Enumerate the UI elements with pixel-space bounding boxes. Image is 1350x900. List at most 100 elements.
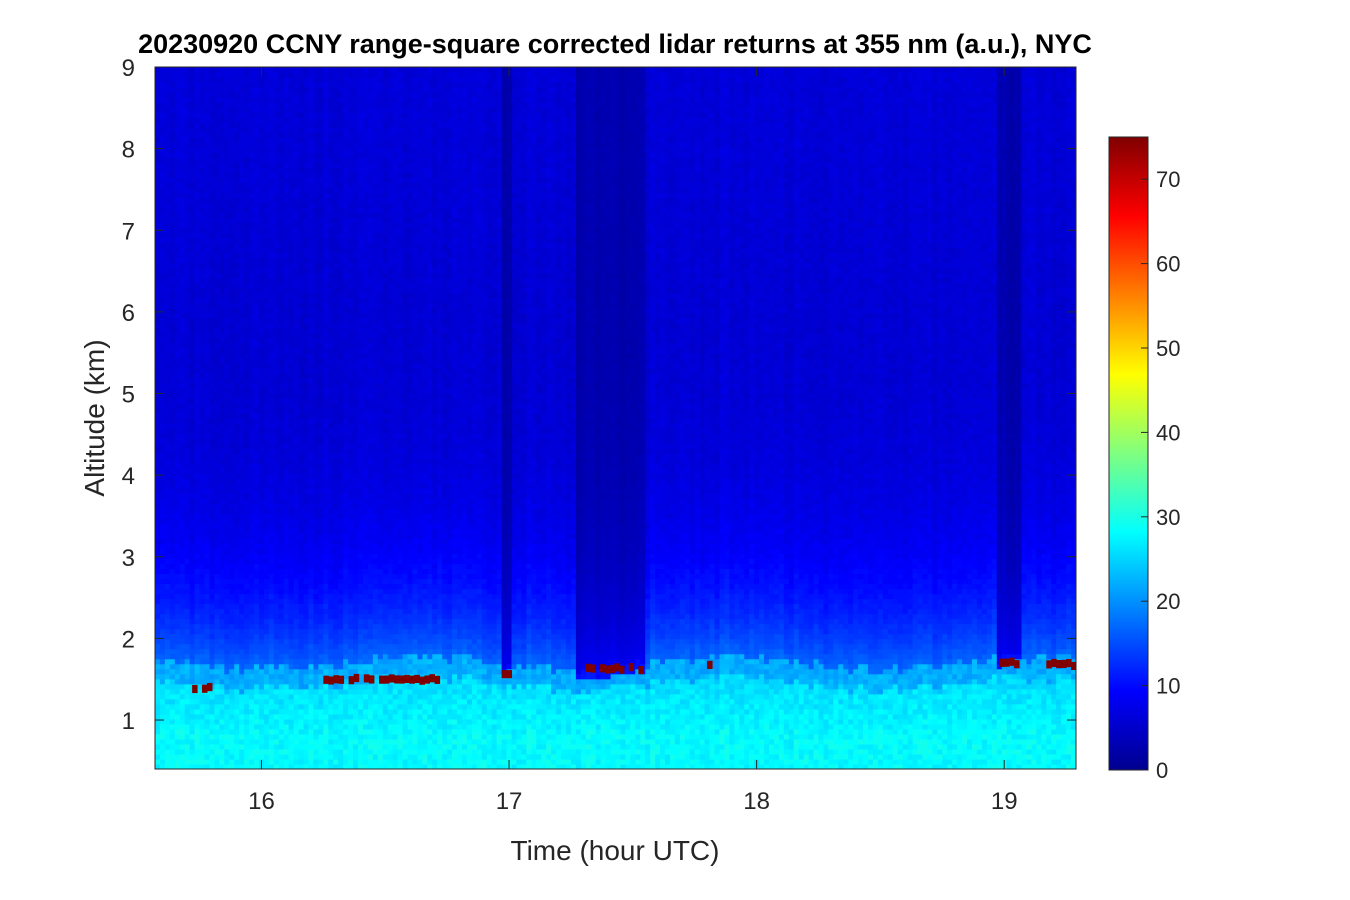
heatmap-cell (229, 578, 235, 584)
heatmap-cell (259, 408, 265, 414)
heatmap-cell (279, 734, 285, 740)
heatmap-cell (185, 127, 191, 133)
heatmap-cell (214, 659, 220, 665)
heatmap-cell (249, 167, 255, 173)
heatmap-cell (318, 117, 324, 123)
heatmap-cell (254, 428, 260, 434)
heatmap-cell (328, 588, 334, 594)
heatmap-cell (323, 463, 329, 469)
heatmap-cell (229, 157, 235, 163)
heatmap-cell (299, 553, 305, 559)
heatmap-cell (175, 268, 181, 274)
heatmap-cell (244, 513, 250, 519)
heatmap-cell (200, 468, 206, 474)
heatmap-cell (170, 263, 176, 269)
heatmap-cell (155, 744, 161, 750)
heatmap-cell (224, 308, 230, 314)
heatmap-cell (234, 338, 240, 344)
heatmap-cell (214, 523, 220, 529)
heatmap-cell (304, 87, 310, 93)
heatmap-cell (229, 122, 235, 128)
heatmap-cell (180, 679, 186, 685)
heatmap-cell (209, 624, 215, 630)
heatmap-cell (259, 378, 265, 384)
heatmap-cell (313, 428, 319, 434)
heatmap-cell (259, 649, 265, 655)
heatmap-cell (219, 739, 225, 745)
heatmap-cell (160, 754, 166, 760)
heatmap-cell (200, 363, 206, 369)
heatmap-cell (323, 634, 329, 640)
heatmap-cell (323, 343, 329, 349)
heatmap-cell (195, 483, 201, 489)
heatmap-cell (185, 664, 191, 670)
heatmap-cell (239, 227, 245, 233)
heatmap-cell (264, 734, 270, 740)
heatmap-cell (160, 538, 166, 544)
heatmap-cell (249, 227, 255, 233)
heatmap-cell (313, 318, 319, 324)
heatmap-cell (264, 423, 270, 429)
heatmap-cell (165, 679, 171, 685)
heatmap-cell (160, 333, 166, 339)
heatmap-cell (190, 388, 196, 394)
heatmap-cell (304, 699, 310, 705)
heatmap-cell (180, 308, 186, 314)
heatmap-cell (299, 97, 305, 103)
heatmap-cell (229, 724, 235, 730)
heatmap-cell (224, 273, 230, 279)
heatmap-cell (209, 298, 215, 304)
heatmap-cell (284, 142, 290, 148)
heatmap-cell (185, 77, 191, 83)
heatmap-cell (200, 273, 206, 279)
heatmap-cell (289, 548, 295, 554)
heatmap-cell (214, 518, 220, 524)
heatmap-cell (264, 458, 270, 464)
heatmap-cell (309, 619, 315, 625)
heatmap-cell (170, 388, 176, 394)
heatmap-cell (269, 709, 275, 715)
heatmap-cell (279, 167, 285, 173)
heatmap-cell (269, 258, 275, 264)
heatmap-cell (195, 634, 201, 640)
heatmap-cell (279, 594, 285, 600)
heatmap-cell (175, 383, 181, 389)
heatmap-cell (185, 283, 191, 289)
heatmap-cell (318, 563, 324, 569)
heatmap-cell (309, 323, 315, 329)
heatmap-cell (318, 523, 324, 529)
heatmap-cell (304, 528, 310, 534)
heatmap-cell (165, 383, 171, 389)
heatmap-cell (219, 142, 225, 148)
heatmap-cell (214, 112, 220, 118)
heatmap-cell (229, 403, 235, 409)
heatmap-cell (219, 248, 225, 254)
heatmap-cell (294, 147, 300, 153)
heatmap-cell (195, 162, 201, 168)
heatmap-cell (304, 518, 310, 524)
heatmap-cell (313, 87, 319, 93)
heatmap-cell (259, 227, 265, 233)
heatmap-cell (294, 533, 300, 539)
heatmap-cell (219, 72, 225, 78)
heatmap-cell (170, 137, 176, 143)
heatmap-cell (249, 433, 255, 439)
heatmap-cell (239, 473, 245, 479)
heatmap-cell (249, 513, 255, 519)
heatmap-cell (185, 448, 191, 454)
heatmap-cell (254, 338, 260, 344)
heatmap-cell (309, 373, 315, 379)
heatmap-cell (274, 588, 280, 594)
heatmap-cell (209, 253, 215, 259)
heatmap-cell (259, 393, 265, 399)
heatmap-cell (269, 493, 275, 499)
heatmap-cell (165, 358, 171, 364)
heatmap-cell (234, 694, 240, 700)
heatmap-cell (289, 393, 295, 399)
heatmap-cell (244, 473, 250, 479)
heatmap-cell (264, 568, 270, 574)
heatmap-cell (224, 724, 230, 730)
heatmap-cell (323, 348, 329, 354)
heatmap-cell (249, 117, 255, 123)
heatmap-cell (259, 553, 265, 559)
